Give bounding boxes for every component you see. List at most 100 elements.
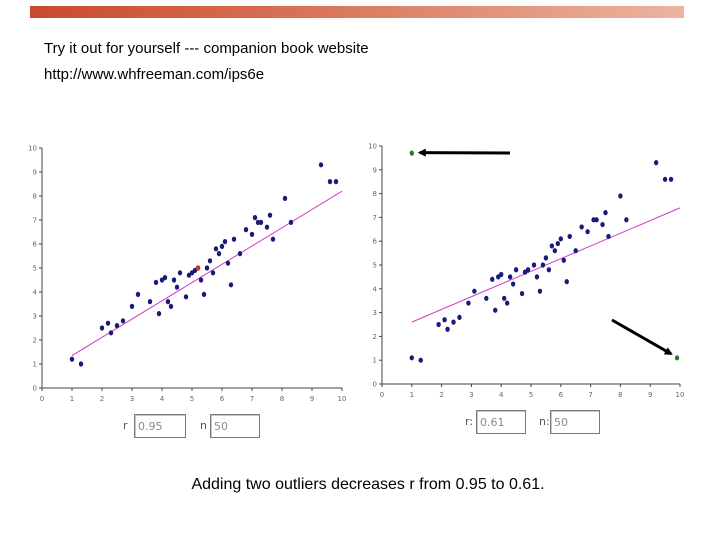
- data-point: [585, 229, 590, 235]
- data-point: [219, 243, 225, 249]
- y-tick-label: 5: [33, 265, 37, 273]
- highlighted-point: [195, 265, 201, 271]
- data-point: [606, 233, 611, 240]
- data-point: [564, 279, 569, 285]
- header-line-2: http://www.whfreeman.com/ips6e: [44, 66, 265, 83]
- data-point: [147, 299, 153, 305]
- data-point: [537, 288, 543, 294]
- data-point: [228, 282, 234, 288]
- data-point: [484, 295, 489, 301]
- data-point: [252, 215, 258, 221]
- y-tick-label: 4: [373, 285, 378, 293]
- data-point: [327, 179, 333, 185]
- data-point: [177, 270, 183, 276]
- x-tick-label: 3: [130, 395, 134, 402]
- data-point: [549, 243, 555, 249]
- x-tick-label: 2: [100, 395, 104, 402]
- title-banner: [30, 6, 684, 18]
- scatterplot-with-outliers[interactable]: 0 1 2 3 4 5 6 7 8 9 10 0 1 2 3 4 5 6 7 8 9 10: [362, 136, 688, 402]
- y-tick-label: 7: [373, 214, 377, 222]
- data-point: [546, 267, 552, 273]
- data-point: [466, 300, 471, 306]
- y-tick-label: 9: [373, 166, 377, 174]
- y-tick-label: 0: [373, 381, 377, 389]
- data-point: [114, 323, 120, 329]
- data-point: [165, 299, 171, 305]
- x-tick-label: 7: [250, 395, 254, 402]
- data-point: [519, 290, 525, 297]
- y-tick-label: 5: [373, 262, 377, 270]
- y-tick-label: 8: [33, 193, 37, 201]
- data-point: [558, 236, 563, 242]
- left-r-field[interactable]: 0.95: [134, 414, 186, 438]
- y-tick-label: 7: [33, 217, 37, 225]
- data-point: [445, 326, 450, 332]
- data-point: [201, 291, 207, 297]
- data-point: [108, 330, 114, 336]
- right-r-label: r:: [465, 415, 474, 428]
- y-tick-label: 6: [33, 241, 38, 249]
- data-point: [249, 231, 255, 237]
- data-point: [168, 303, 174, 309]
- y-tick-label: 1: [33, 361, 37, 369]
- data-point: [231, 236, 237, 242]
- regression-line: [71, 190, 343, 357]
- right-n-field[interactable]: 50: [550, 410, 600, 434]
- data-point: [451, 319, 456, 325]
- x-tick-label: 5: [529, 391, 533, 399]
- x-tick-label: 0: [40, 395, 44, 402]
- right-r-field[interactable]: 0.61: [476, 410, 526, 434]
- data-point: [258, 219, 264, 225]
- data-point: [510, 281, 516, 287]
- data-point: [534, 274, 540, 280]
- data-point: [472, 288, 477, 294]
- data-point: [267, 212, 273, 218]
- x-tick-label: 10: [338, 395, 347, 402]
- data-point: [543, 255, 549, 261]
- data-point: [99, 325, 105, 331]
- regression-line: [411, 207, 681, 323]
- x-tick-label: 1: [410, 391, 414, 399]
- data-point: [171, 277, 177, 283]
- data-point: [237, 251, 243, 257]
- left-n-field[interactable]: 50: [210, 414, 260, 438]
- data-point: [225, 260, 231, 266]
- data-point: [442, 317, 447, 323]
- data-point: [207, 258, 213, 264]
- data-point: [159, 277, 165, 283]
- data-point: [222, 239, 228, 245]
- x-tick-label: 4: [499, 391, 504, 399]
- data-point: [156, 311, 162, 317]
- data-point: [210, 270, 216, 276]
- data-point: [525, 267, 531, 273]
- x-tick-label: 6: [220, 395, 225, 402]
- data-point: [418, 357, 423, 363]
- y-tick-label: 3: [33, 313, 37, 321]
- data-point: [270, 236, 276, 242]
- data-point: [174, 284, 180, 290]
- y-tick-label: 9: [33, 169, 37, 177]
- scatterplot-original[interactable]: 0 1 2 3 4 5 6 7 8 9 10 0 1 2 3 4 5 6 7 8 9 10: [28, 140, 350, 403]
- outlier-point: [674, 355, 680, 361]
- data-point: [490, 276, 495, 282]
- data-point: [105, 320, 111, 326]
- data-point: [552, 248, 558, 254]
- data-point: [69, 356, 75, 362]
- arrow-to-lower-outlier: [611, 318, 673, 356]
- data-point: [567, 233, 572, 240]
- data-point: [198, 277, 204, 283]
- x-tick-label: 8: [280, 395, 284, 402]
- x-tick-label: 0: [380, 391, 384, 399]
- y-tick-label: 2: [33, 337, 37, 345]
- data-point: [600, 221, 605, 228]
- y-tick-label: 3: [373, 309, 377, 317]
- data-point: [129, 303, 135, 309]
- data-point: [603, 210, 608, 216]
- data-point: [624, 217, 629, 223]
- y-tick-label: 8: [373, 190, 377, 198]
- data-point: [204, 265, 210, 271]
- data-point: [668, 176, 674, 182]
- data-point: [409, 355, 414, 361]
- y-tick-label: 4: [33, 289, 38, 297]
- x-tick-label: 4: [160, 395, 165, 402]
